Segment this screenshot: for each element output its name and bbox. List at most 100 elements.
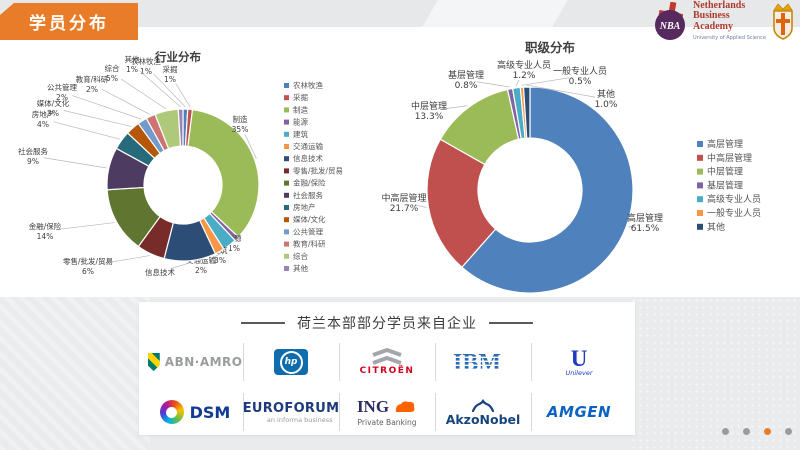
chart1-label-3: 基层管理 0.8% bbox=[448, 69, 484, 91]
chart1-legend-swatch-1 bbox=[697, 154, 703, 161]
chart0-label-15: 其他 1% bbox=[125, 54, 140, 74]
chart0-legend-swatch-11 bbox=[284, 217, 289, 223]
title-dash-right bbox=[489, 322, 533, 324]
ibm-wordmark: IBM bbox=[453, 350, 501, 374]
ing-wordmark: ING bbox=[356, 397, 390, 416]
chart0-legend-swatch-0 bbox=[284, 83, 289, 88]
chart0-slice-15 bbox=[177, 108, 184, 147]
chart0-legend-swatch-10 bbox=[284, 205, 289, 210]
chart0-legend-swatch-15 bbox=[284, 266, 289, 271]
ing-subtitle: Private Banking bbox=[357, 418, 417, 427]
chart0-legend-swatch-2 bbox=[284, 107, 289, 113]
chart1-label-1: 中高层管理 21.7% bbox=[381, 192, 426, 214]
chart0-label-14: 综合 5% bbox=[105, 63, 120, 83]
chart1-legend-swatch-5 bbox=[697, 210, 703, 216]
euroforum-wordmark: EUROFORUM bbox=[242, 400, 340, 416]
logo-divider bbox=[434, 343, 436, 381]
chart0-legend-label-4: 建筑 bbox=[293, 129, 308, 139]
pagination-dot-active[interactable] bbox=[764, 428, 771, 435]
chart0-legend-swatch-12 bbox=[284, 229, 289, 235]
citroen-chevrons-icon bbox=[372, 348, 402, 365]
school-name-line2: Business bbox=[693, 10, 730, 21]
chart0-legend-swatch-9 bbox=[284, 192, 289, 198]
akzonobel-wordmark: AkzoNobel bbox=[445, 411, 521, 427]
company-logo-dsm: DSM bbox=[148, 391, 243, 433]
nba-acronym: NBA bbox=[659, 21, 681, 32]
chart0-label-6: 信息技术 bbox=[145, 267, 175, 277]
school-crest-icon bbox=[773, 3, 793, 40]
chart0-legend-swatch-4 bbox=[284, 131, 289, 137]
logo-divider bbox=[338, 343, 340, 381]
chart0-legend-label-7: 零售/批发/贸易 bbox=[293, 165, 343, 175]
company-logo-row-1: ABN·AMRO hp CITROËN IBM U Unilever bbox=[139, 341, 635, 383]
chart0-legend-swatch-5 bbox=[284, 144, 289, 149]
chart1-slice-1 bbox=[426, 138, 497, 269]
company-logo-ibm: IBM bbox=[436, 341, 531, 383]
bottom-section: 荷兰本部部分学员来自企业 ABN·AMRO hp CITROËN bbox=[0, 297, 800, 450]
chart1-label-0: 高层管理 61.5% bbox=[627, 212, 663, 234]
ing-logo-row: ING bbox=[357, 397, 417, 417]
chart0-legend-swatch-7 bbox=[284, 168, 289, 174]
chart0-legend-label-6: 信息技术 bbox=[293, 153, 323, 163]
school-name-line3: Academy bbox=[693, 20, 733, 32]
chart0-label-9: 社会服务 9% bbox=[18, 146, 48, 166]
company-logo-hp: hp bbox=[244, 341, 339, 383]
chart1-legend-label-2: 中层管理 bbox=[707, 166, 743, 178]
chart0-legend-label-15: 其他 bbox=[293, 263, 308, 273]
pagination-dot[interactable] bbox=[743, 428, 750, 435]
chart1-legend-swatch-6 bbox=[697, 223, 703, 230]
company-logo-row-2: DSM EUROFORUM an informa business ING Pri… bbox=[139, 391, 635, 433]
title-dash-left bbox=[241, 322, 285, 324]
pagination-dot[interactable] bbox=[722, 428, 729, 435]
companies-title: 荷兰本部部分学员来自企业 bbox=[297, 316, 477, 332]
abn-amro-wordmark: ABN·AMRO bbox=[164, 355, 243, 369]
chart0-label-12: 公共管理 2% bbox=[47, 82, 77, 102]
chart1-label-5: 一般专业人员 0.5% bbox=[553, 65, 607, 87]
chart0-legend-label-3: 能源 bbox=[293, 117, 308, 127]
chart0-legend-label-14: 综合 bbox=[293, 251, 308, 261]
chart0-legend-label-9: 社会服务 bbox=[293, 190, 323, 200]
school-name-line1: Netherlands bbox=[693, 0, 746, 11]
ing-lion-icon bbox=[395, 401, 415, 412]
chart0-legend-label-12: 公共管理 bbox=[293, 226, 323, 236]
chart1-label-6: 其他 1.0% bbox=[595, 88, 618, 110]
ibm-wordmark-icon: IBM bbox=[453, 350, 501, 374]
unilever-u-icon: U bbox=[570, 345, 588, 371]
chart1-label-2: 中层管理 13.3% bbox=[411, 100, 447, 122]
dsm-wordmark: DSM bbox=[189, 402, 231, 422]
chart1-legend-swatch-2 bbox=[697, 168, 703, 175]
company-logo-akzonobel: AkzoNobel bbox=[436, 391, 531, 433]
chart0-legend-label-1: 采掘 bbox=[293, 92, 308, 102]
chart0-label-10: 房地产 4% bbox=[32, 109, 55, 129]
chart0-label-0: 农林牧渔 1% bbox=[131, 56, 161, 76]
chart0-legend-label-0: 农林牧渔 bbox=[293, 80, 323, 90]
chart1-legend-label-1: 中高层管理 bbox=[707, 152, 752, 164]
chart0-legend-label-11: 媒体/文化 bbox=[293, 214, 326, 224]
halftone-decoration bbox=[630, 297, 800, 450]
pagination-dot[interactable] bbox=[785, 428, 792, 435]
chart0-legend-swatch-13 bbox=[284, 241, 289, 247]
company-logo-unilever: U Unilever bbox=[532, 341, 627, 383]
chart0-label-2: 制造 35% bbox=[232, 114, 249, 134]
chart1-legend-swatch-4 bbox=[697, 196, 703, 203]
akzonobel-figure-icon bbox=[471, 398, 495, 412]
school-name: Netherlands Business Academy University … bbox=[693, 0, 766, 44]
slide-title-banner: 学员分布 bbox=[0, 3, 138, 40]
chart0-legend-swatch-1 bbox=[284, 95, 289, 101]
school-subtitle: University of Applied Science bbox=[693, 35, 766, 41]
unilever-wordmark: Unilever bbox=[565, 368, 593, 377]
chart1-legend-label-3: 基层管理 bbox=[707, 179, 743, 191]
chart0-legend-label-2: 制造 bbox=[293, 104, 308, 114]
chart1-legend-label-6: 其他 bbox=[707, 221, 725, 233]
chart0-label-5: 交通运输 2% bbox=[186, 255, 216, 275]
company-logo-abn-amro: ABN·AMRO bbox=[147, 341, 243, 383]
chart0-label-13: 教育/科研 2% bbox=[76, 74, 109, 94]
chart0-label-7: 零售/批发/贸易 6% bbox=[63, 256, 113, 276]
chart1-legend-label-5: 一般专业人员 bbox=[707, 207, 761, 219]
dsm-swirl-icon bbox=[159, 400, 184, 424]
company-logo-amgen: AMGEN bbox=[532, 391, 627, 433]
chart0-label-8: 金融/保险 14% bbox=[29, 221, 62, 241]
chart1-label-4: 高级专业人员 1.2% bbox=[497, 59, 551, 81]
